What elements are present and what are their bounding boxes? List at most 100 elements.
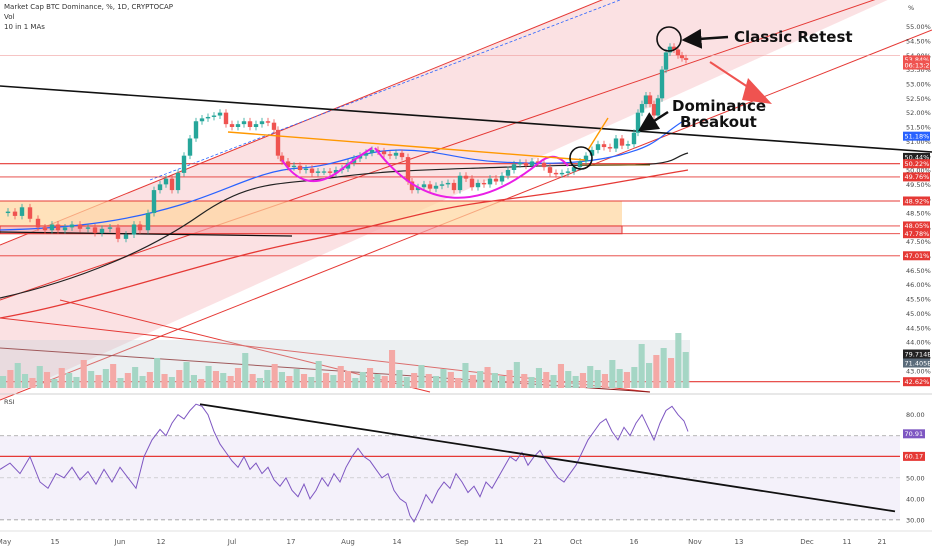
candle-body: [151, 190, 157, 214]
volume-bar: [220, 373, 227, 388]
candle-body: [169, 178, 175, 191]
volume-bar: [631, 367, 638, 388]
time-tick-label: 21: [878, 538, 887, 546]
volume-bar: [499, 376, 506, 388]
candle-body: [427, 184, 433, 189]
candle-body: [69, 224, 75, 228]
volume-bar: [565, 371, 572, 388]
candle-body: [297, 165, 303, 171]
candle-body: [321, 171, 327, 173]
candle-body: [565, 171, 571, 173]
rsi-badge: [903, 429, 925, 439]
rsi-tick-label: 30.00: [906, 516, 925, 524]
price-badge-label: 50.44%: [905, 154, 930, 162]
candle-body: [303, 168, 309, 171]
candle-body: [253, 124, 259, 127]
volume-bar: [183, 362, 190, 388]
time-axis: May 15 Jun 12 Jul 17 Aug 14 Sep 11 21 Oct 16 Nov 13 Dec…: [0, 530, 932, 546]
channel-upper-line: [0, 0, 604, 246]
price-tick-label: 53.00%: [906, 80, 931, 88]
candle-body: [405, 157, 411, 182]
candle-body: [445, 182, 451, 185]
price-tick-label: 53.50%: [906, 66, 931, 74]
time-tick-label: Jul: [227, 538, 237, 546]
price-badge-label: 48.05%: [905, 222, 930, 230]
volume-bar: [44, 372, 51, 388]
volume-bar: [447, 372, 454, 388]
volume-bar: [352, 378, 359, 388]
price-badge: [903, 55, 930, 65]
volume-bar: [132, 367, 139, 388]
candle-body: [193, 121, 199, 139]
volume-bar: [256, 378, 263, 388]
candle-body: [137, 224, 143, 231]
price-badge: [903, 229, 930, 239]
candle-body: [547, 167, 553, 173]
volume-bar: [579, 373, 586, 388]
candle-body: [541, 162, 547, 168]
volume-bar: [190, 375, 197, 388]
candle-body: [601, 144, 607, 148]
candle-body: [265, 121, 271, 123]
price-tick-label: 50.00%: [906, 167, 931, 175]
volume-bar: [411, 373, 418, 388]
candle-body: [409, 181, 415, 191]
volume-bar: [0, 376, 7, 388]
candle-body: [369, 149, 375, 153]
price-badge: [903, 60, 930, 70]
volume-bar: [146, 372, 153, 388]
time-tick-label: 17: [287, 538, 296, 546]
price-tick-label: 54.50%: [906, 37, 931, 45]
volume-bar: [462, 363, 469, 388]
candle-body: [235, 124, 241, 127]
volume-bar: [249, 374, 256, 388]
candle-body: [631, 132, 637, 145]
candle-body: [451, 182, 457, 191]
volume-bar: [557, 364, 564, 388]
price-tick-label: 44.00%: [906, 339, 931, 347]
volume-bar: [102, 369, 109, 388]
candle-body: [145, 213, 151, 231]
candle-body: [35, 218, 41, 228]
volume-bar: [572, 376, 579, 388]
candle-body: [229, 124, 235, 127]
candle-body: [85, 227, 91, 229]
volume-bar: [14, 363, 21, 388]
candle-body: [92, 227, 98, 234]
neckline: [227, 131, 586, 161]
candle-body: [469, 178, 475, 188]
candle-body: [12, 211, 18, 216]
candle-body: [671, 46, 677, 50]
price-tick-label: 47.50%: [906, 238, 931, 246]
volume-bar: [425, 374, 432, 388]
rsi-tick-label: 80.00: [906, 411, 925, 419]
price-badge-label: 06:13:27: [905, 61, 932, 69]
volume-bar: [513, 362, 520, 388]
channel-fill: [0, 0, 888, 400]
handle-curve-left: [281, 147, 373, 182]
candle-body: [523, 162, 529, 166]
price-tick-label: 44.50%: [906, 324, 931, 332]
candle-body: [499, 175, 505, 182]
price-badge: [903, 152, 930, 162]
volume-bar: [29, 378, 36, 388]
volume-bar: [58, 368, 65, 388]
candle-body: [607, 147, 613, 149]
volume-badge-label: 71.405B: [905, 359, 932, 367]
volume-bar: [638, 344, 645, 388]
candle-body: [583, 155, 589, 162]
candle-body: [625, 144, 631, 146]
price-tick-label: 51.50%: [906, 123, 931, 131]
volume-bar: [73, 377, 80, 388]
candle-body: [619, 138, 625, 146]
time-tick-label: May: [0, 538, 11, 546]
candle-body: [19, 207, 25, 216]
price-tick-label: 45.00%: [906, 310, 931, 318]
price-badge: [903, 172, 930, 182]
candle-body: [175, 172, 181, 191]
volume-bar: [491, 373, 498, 388]
volume-bar: [455, 378, 462, 388]
rsi-downtrend-line: [199, 403, 896, 513]
